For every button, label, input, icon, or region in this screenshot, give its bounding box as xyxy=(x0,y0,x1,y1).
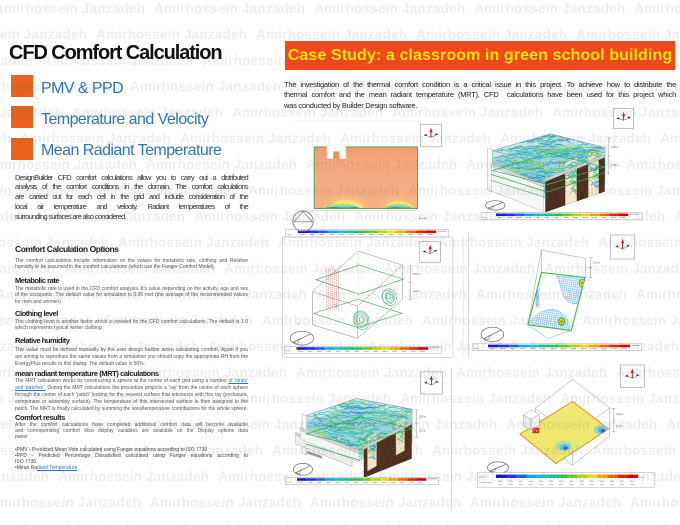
svg-text:1.00 m: 1.00 m xyxy=(611,164,618,167)
svg-text:Temp: Temp xyxy=(474,348,479,350)
svg-text:2.20 m: 2.20 m xyxy=(616,413,623,416)
svg-text:2.50 m: 2.50 m xyxy=(611,146,618,149)
svg-text:Temperature: Temperature xyxy=(479,481,492,484)
svg-text:1.20 m: 1.20 m xyxy=(413,290,420,293)
svg-text:1.00 m: 1.00 m xyxy=(419,429,426,432)
svg-text:Temp: Temp xyxy=(287,234,292,236)
svg-text:h: h xyxy=(297,322,299,326)
svg-text:Temp: Temp xyxy=(482,217,487,219)
svg-text:m/s: m/s xyxy=(641,477,645,479)
svg-text:Velocity: Velocity xyxy=(479,475,487,478)
svg-text:1.10 m: 1.10 m xyxy=(616,425,623,428)
svg-text:Temp: Temp xyxy=(285,351,290,353)
svg-text:°C: °C xyxy=(641,483,644,485)
svg-text:2.50 m: 2.50 m xyxy=(593,262,600,265)
svg-text:2.50 m: 2.50 m xyxy=(419,416,426,419)
svg-text:Temp: Temp xyxy=(286,482,291,484)
svg-text:2.50 m: 2.50 m xyxy=(413,273,420,276)
